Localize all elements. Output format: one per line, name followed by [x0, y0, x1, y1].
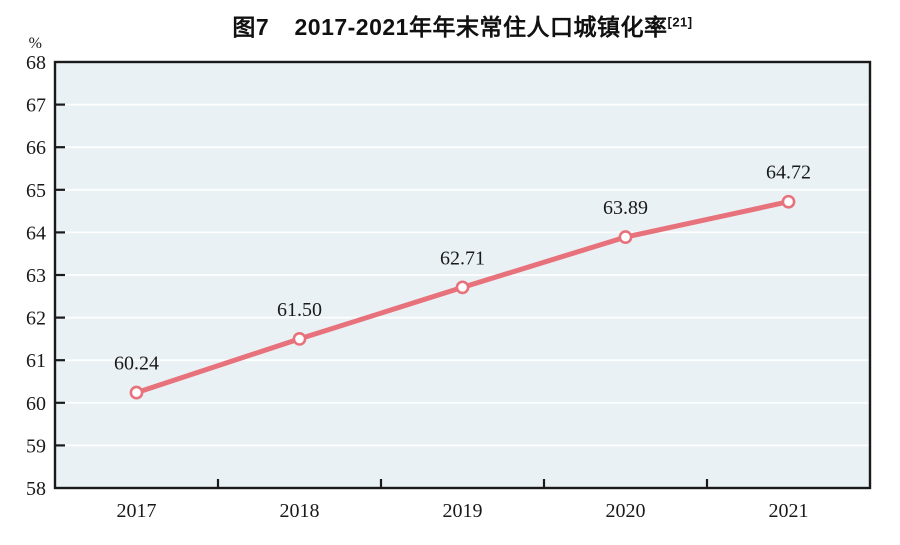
- x-tick-label: 2017: [117, 500, 157, 522]
- chart-title-main: 2017-2021年年末常住人口城镇化率: [294, 14, 668, 40]
- y-tick-label: 62: [26, 308, 46, 330]
- chart-title: 图7 2017-2021年年末常住人口城镇化率[21]: [55, 8, 870, 42]
- data-point-label: 62.71: [440, 247, 485, 269]
- x-tick-label: 2019: [443, 500, 483, 522]
- data-point-label: 60.24: [114, 353, 159, 375]
- data-point-marker: [129, 385, 144, 400]
- data-point-label: 61.50: [277, 299, 322, 321]
- y-tick-label: 68: [26, 52, 46, 74]
- data-point-marker: [781, 194, 796, 209]
- y-tick-label: 64: [26, 222, 46, 244]
- data-point-label: 64.72: [766, 162, 811, 184]
- y-tick-label: 60: [26, 393, 46, 415]
- y-tick-label: 59: [26, 435, 46, 457]
- x-tick-label: 2021: [769, 500, 809, 522]
- data-point-marker: [618, 230, 633, 244]
- y-tick-label: 67: [26, 95, 46, 117]
- y-tick-label: 58: [26, 478, 46, 500]
- data-point-marker: [455, 280, 470, 295]
- chart-title-prefix: 图7: [232, 14, 270, 40]
- x-tick-label: 2020: [606, 500, 646, 522]
- y-tick-label: 65: [26, 180, 46, 202]
- chart-title-superscript: [21]: [667, 14, 693, 30]
- y-tick-label: 66: [26, 137, 46, 159]
- x-tick-label: 2018: [280, 500, 320, 522]
- y-tick-label: 63: [26, 265, 46, 287]
- y-tick-label: 61: [26, 350, 46, 372]
- data-point-marker: [292, 331, 307, 346]
- data-point-label: 63.89: [603, 197, 648, 219]
- y-axis-unit-label: %: [29, 35, 42, 52]
